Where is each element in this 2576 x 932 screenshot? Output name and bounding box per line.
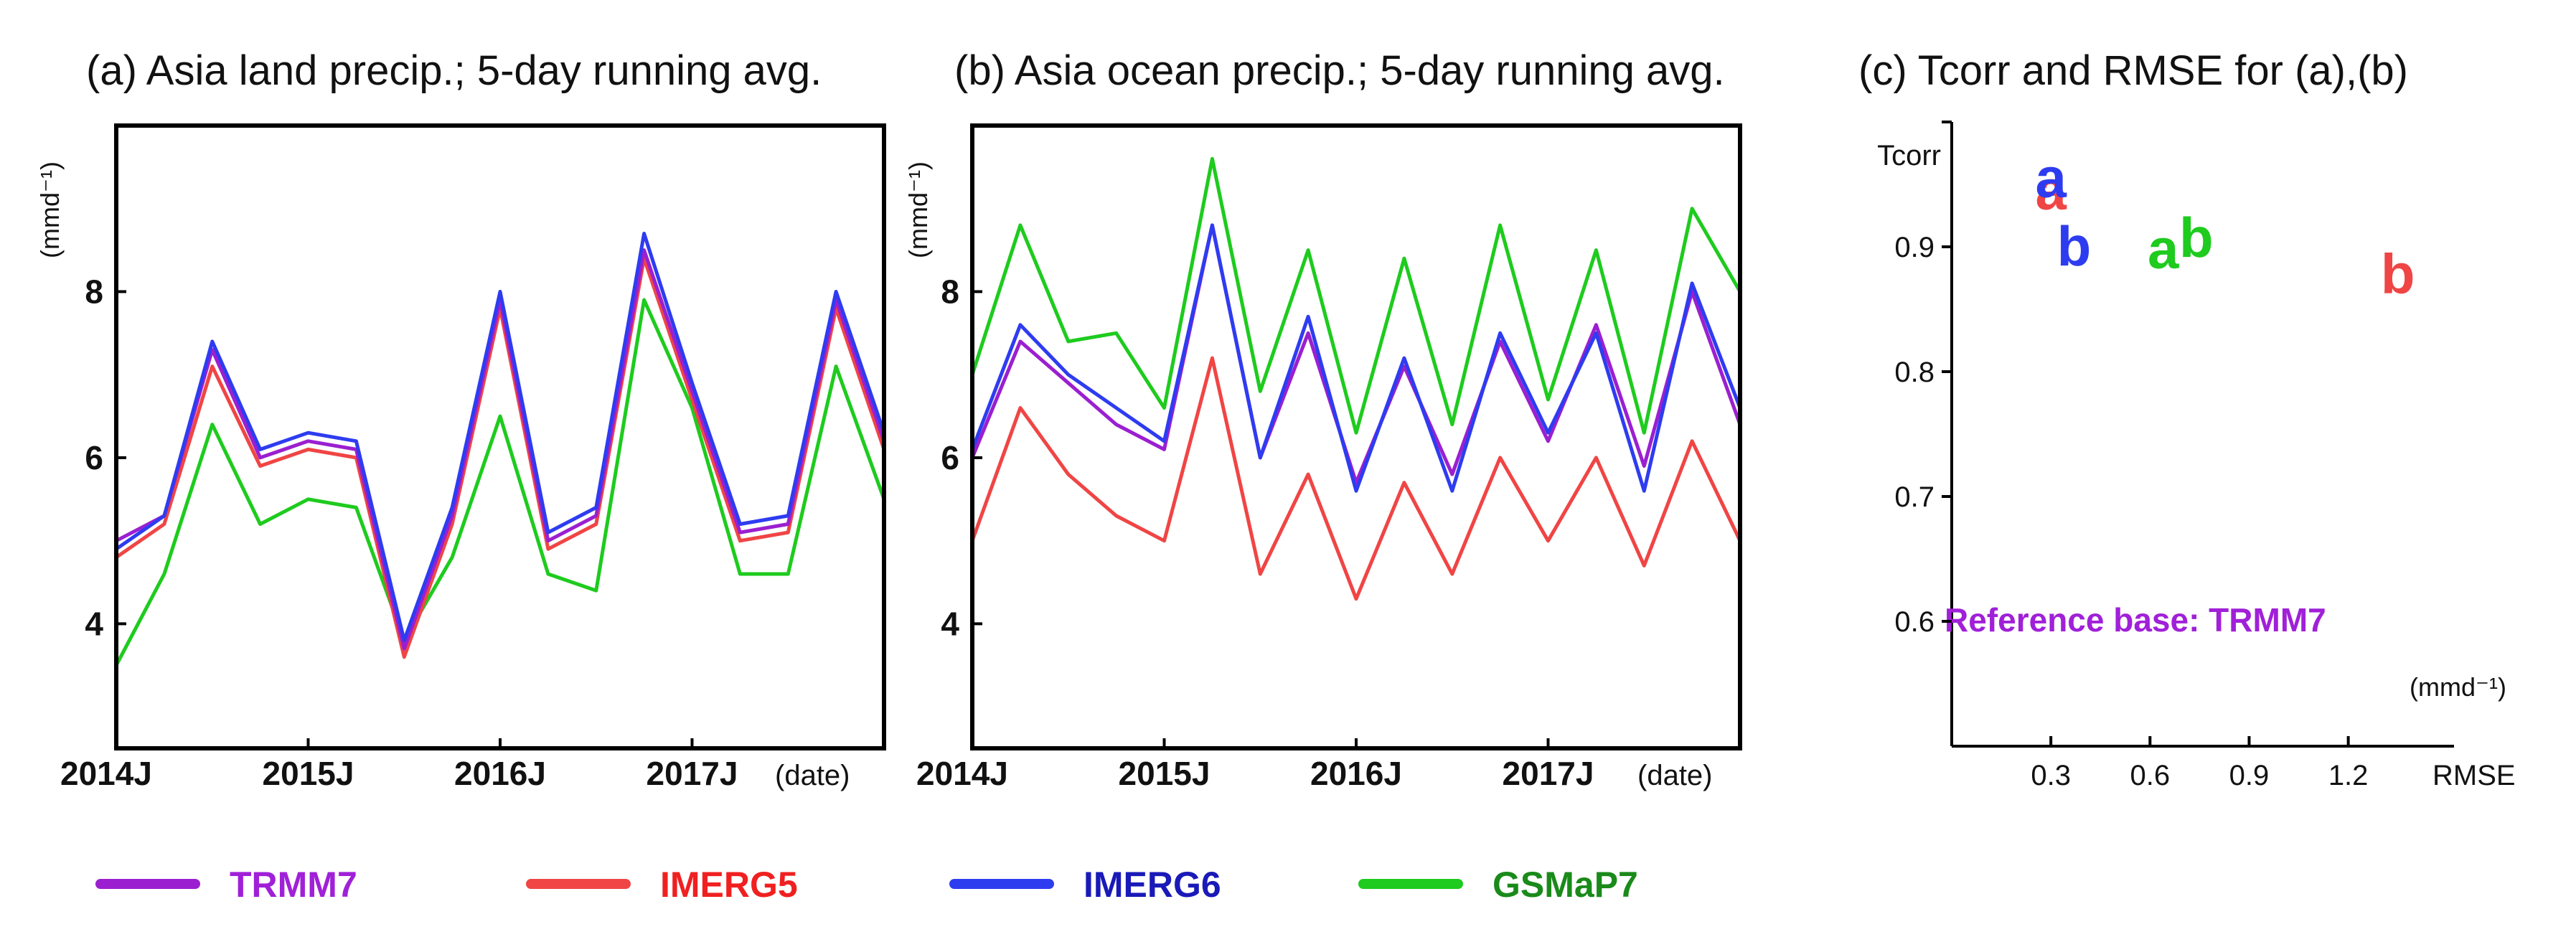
panel-b-y-unit: (mmd⁻¹): [903, 161, 933, 258]
legend-label-imerg5: IMERG5: [660, 865, 798, 905]
series-line-trmm7: [970, 223, 1742, 485]
panel-b-x-label: (date): [1637, 760, 1713, 791]
panel-c-title: (c) Tcorr and RMSE for (a),(b): [1858, 47, 2408, 94]
series-line-imerg6: [970, 223, 1742, 493]
series-line-imerg5: [115, 256, 886, 659]
series-line-imerg6: [115, 232, 886, 642]
panel-a-x-label: (date): [775, 760, 850, 791]
x-tick-label: 2014J: [916, 755, 1008, 792]
scatter-point-imerg5-b: b: [2381, 242, 2415, 305]
y-tick-label: 6: [941, 439, 959, 476]
panel-c-scatter: (c) Tcorr and RMSE for (a),(b) Tcorr RMS…: [1858, 47, 2516, 791]
x-tick-label: 2017J: [647, 755, 738, 792]
legend-label-imerg6: IMERG6: [1083, 865, 1221, 905]
panel-a-frame: [114, 123, 886, 750]
x-tick-label: 0.3: [2031, 760, 2071, 791]
x-tick-label: 2017J: [1503, 755, 1594, 792]
panel-a-y-ticks: 4 6 8: [85, 273, 126, 642]
panel-c-x-label: RMSE: [2432, 760, 2516, 791]
x-tick-label: 2015J: [263, 755, 354, 792]
y-tick-label: 0.9: [1894, 232, 1935, 263]
series-line-imerg5: [970, 356, 1742, 601]
series-line-gsmap7: [970, 156, 1742, 435]
scatter-point-imerg6-a: a: [2035, 146, 2067, 209]
panel-a-land: (a) Asia land precip.; 5-day running avg…: [35, 47, 886, 792]
y-tick-label: 8: [941, 273, 959, 310]
x-tick-label: 1.2: [2328, 760, 2369, 791]
series-line-gsmap7: [114, 298, 886, 667]
legend-label-trmm7: TRMM7: [230, 865, 357, 905]
scatter-point-imerg5-a: a: [2035, 159, 2067, 222]
panel-b-frame: [970, 123, 1742, 750]
panel-b-y-ticks: 4 6 8: [941, 273, 982, 642]
panel-c-reference-note: Reference base: TRMM7: [1945, 601, 2326, 639]
y-tick-label: 8: [85, 273, 103, 310]
panel-a-title: (a) Asia land precip.; 5-day running avg…: [86, 47, 822, 94]
panel-b-ocean: (b) Asia ocean precip.; 5-day running av…: [903, 47, 1742, 792]
scatter-point-gsmap7-a: a: [2148, 217, 2179, 280]
x-tick-label: 0.6: [2130, 760, 2171, 791]
y-tick-label: 6: [85, 439, 103, 476]
panel-c-points: aab a bb: [2035, 146, 2415, 305]
panel-a-x-ticks: 2014J 2015J 2016J 2017J: [60, 738, 738, 792]
panel-c-x-ticks: 0.3 0.6 0.9 1.2: [2031, 736, 2368, 791]
panel-b-title: (b) Asia ocean precip.; 5-day running av…: [954, 47, 1725, 94]
y-tick-label: 0.8: [1894, 357, 1935, 388]
panel-c-y-label: Tcorr: [1877, 140, 1941, 171]
y-tick-label: 0.6: [1894, 606, 1935, 638]
x-tick-label: 2016J: [454, 755, 546, 792]
y-tick-label: 0.7: [1894, 481, 1935, 513]
x-tick-label: 2015J: [1119, 755, 1211, 792]
panel-b-x-ticks: 2014J 2015J 2016J 2017J: [916, 738, 1594, 792]
legend-label-gsmap7: GSMaP7: [1493, 865, 1638, 905]
panel-a-series: [114, 232, 886, 667]
scatter-point-gsmap7-b: b: [2179, 206, 2214, 269]
panel-a-y-unit: (mmd⁻¹): [35, 161, 65, 258]
x-tick-label: 2014J: [60, 755, 152, 792]
y-tick-label: 4: [941, 605, 959, 642]
x-tick-label: 2016J: [1310, 755, 1402, 792]
panel-c-y-ticks: 0.6 0.7 0.8 0.9: [1894, 121, 1952, 638]
panel-b-series: [970, 156, 1742, 601]
legend: TRMM7 IMERG5 IMERG6 GSMaP7: [95, 865, 1638, 905]
panel-c-x-unit: (mmd⁻¹): [2410, 672, 2506, 702]
y-tick-label: 4: [85, 605, 103, 642]
scatter-point-imerg6-b: b: [2057, 215, 2092, 278]
x-tick-label: 0.9: [2229, 760, 2270, 791]
